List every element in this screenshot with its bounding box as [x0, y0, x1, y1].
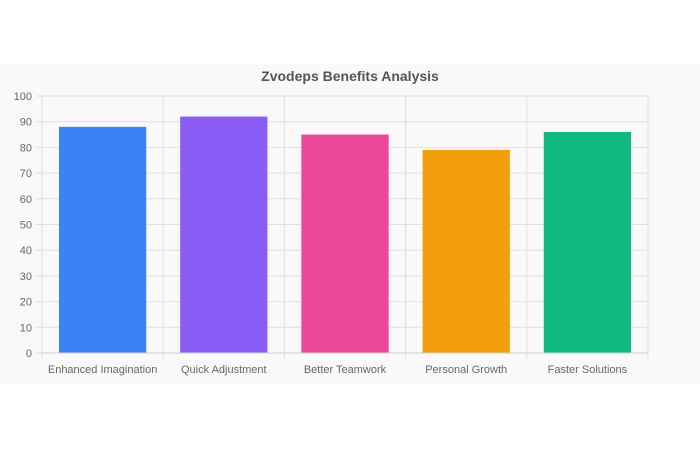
- y-tick-label: 80: [20, 142, 32, 154]
- chart-title: Zvodeps Benefits Analysis: [261, 68, 439, 84]
- y-axis: 0 10 20 30 40 50 60 70 80 90 100: [14, 91, 32, 360]
- x-tick-label: Quick Adjustment: [181, 364, 267, 376]
- x-tick-label: Personal Growth: [425, 364, 507, 376]
- y-tick-label: 30: [20, 271, 32, 283]
- bars: [58, 116, 632, 353]
- y-tick-label: 20: [20, 297, 32, 309]
- y-tick-label: 100: [14, 91, 32, 103]
- y-tick-label: 70: [20, 168, 32, 180]
- bar-better-teamwork[interactable]: [301, 134, 389, 353]
- y-tick-label: 60: [20, 194, 32, 206]
- bar-personal-growth[interactable]: [422, 149, 510, 353]
- y-tick-label: 0: [26, 348, 32, 360]
- x-tick-label: Better Teamwork: [304, 364, 387, 376]
- x-tick-label: Faster Solutions: [548, 364, 628, 376]
- y-tick-label: 40: [20, 245, 32, 257]
- y-tick-label: 90: [20, 117, 32, 129]
- y-tick-label: 50: [20, 220, 32, 232]
- y-tick-label: 10: [20, 322, 32, 334]
- x-axis: Enhanced Imagination Quick Adjustment Bett…: [42, 352, 648, 376]
- bar-quick-adjustment[interactable]: [180, 116, 268, 353]
- x-tick-label: Enhanced Imagination: [48, 364, 157, 376]
- bar-faster-solutions[interactable]: [543, 131, 632, 353]
- bar-enhanced-imagination[interactable]: [58, 126, 147, 353]
